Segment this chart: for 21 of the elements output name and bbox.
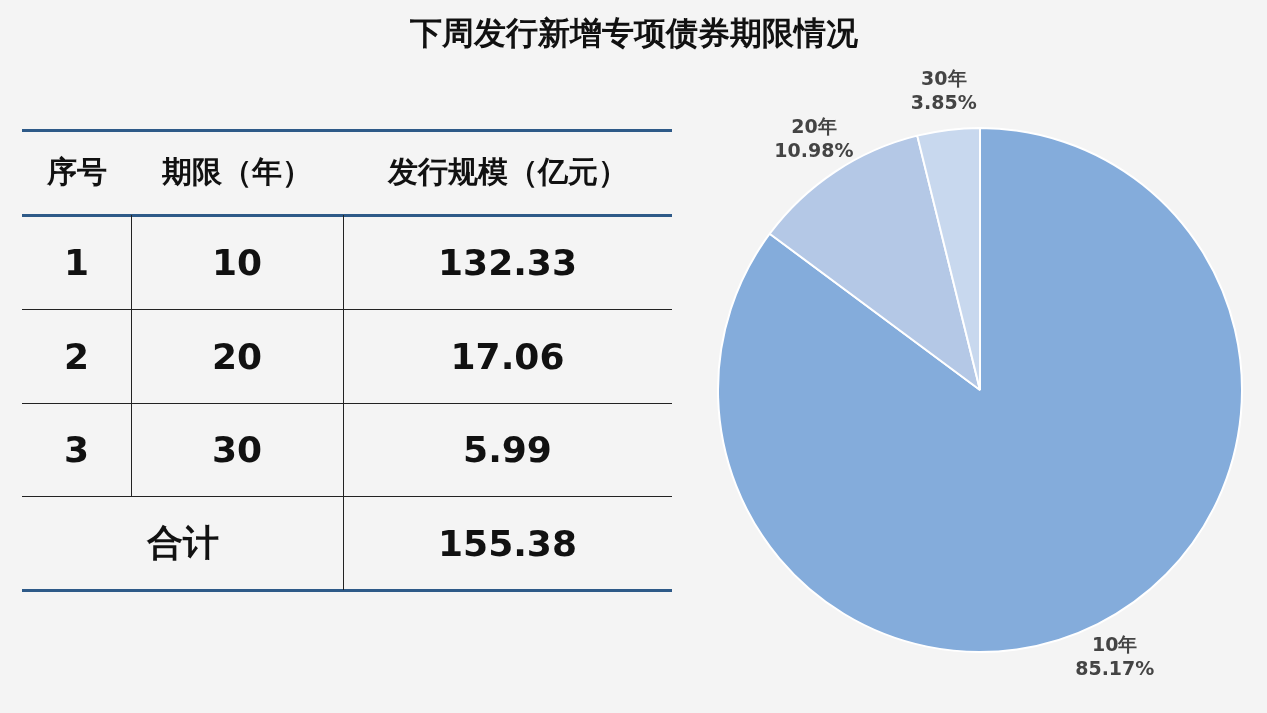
category-label: 发行规模（亿元） [387, 153, 628, 191]
text: 30 [211, 429, 263, 470]
slice-label: 30年 [921, 67, 967, 90]
data-label: 85.17% [1075, 656, 1155, 679]
data-label: 3.85% [910, 91, 977, 114]
text: 155.38 [438, 522, 577, 564]
text: 132.33 [438, 241, 577, 283]
text: 2 [63, 335, 90, 377]
category-label: 期限（年） [162, 153, 312, 191]
text: 20 [211, 335, 263, 377]
text: 5.99 [463, 429, 552, 470]
text: 10 [211, 241, 263, 283]
data-label: 10.98% [774, 139, 854, 162]
text: 1 [63, 241, 90, 283]
slice-label: 20年 [791, 115, 837, 138]
text: 3 [63, 429, 90, 470]
text: 17.06 [450, 335, 565, 377]
text: 合计 [146, 521, 219, 563]
slice-label: 10年 [1092, 632, 1138, 655]
category-label: 序号 [46, 153, 107, 191]
chart-title: 下周发行新增专项债券期限情况 [408, 13, 859, 54]
